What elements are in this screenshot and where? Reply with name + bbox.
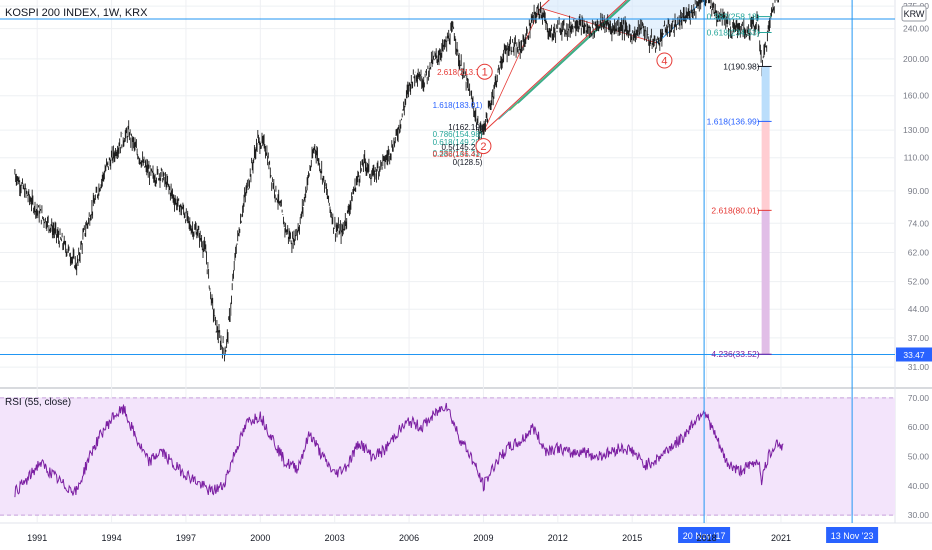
fib-right-label: 1(190.98): [723, 61, 760, 71]
time-tick-label: 2009: [473, 533, 493, 543]
time-tick-label: 2003: [325, 533, 345, 543]
time-tick-label: 2018: [697, 533, 717, 543]
time-tick-label: 2000: [250, 533, 270, 543]
price-tick-label: 62.00: [908, 248, 930, 258]
time-tick-label: 1994: [102, 533, 122, 543]
rsi-series: [14, 402, 784, 498]
date-tag-label: 20 Nov '17: [683, 531, 726, 541]
fib-right-label: 0.382(258.18): [707, 12, 760, 22]
pitchfork-median: [483, 0, 628, 133]
fib-left-label: 1.618(183.01): [433, 101, 483, 110]
wave-marker-label: 1: [482, 67, 488, 79]
pitchfork-inner-line: [509, 0, 630, 111]
wave-marker-circle: [476, 63, 493, 80]
wave-marker-circle: [475, 138, 492, 155]
fib-right-label: 4.236(33.52): [711, 349, 759, 359]
fib-zone-red: [761, 121, 770, 211]
fib-left-label: 1(162.19): [448, 123, 483, 132]
time-tick-label: 1991: [27, 533, 47, 543]
fib-left-label: 0.236(136.41): [433, 150, 483, 159]
price-tick-label: 130.00: [903, 125, 929, 135]
time-tick-label: 2021: [771, 533, 791, 543]
chart-header-title: KOSPI 200 INDEX, 1W, KRX: [5, 7, 148, 19]
wave-marker-label: 2: [480, 141, 486, 153]
price-tick-label: 110.00: [904, 153, 930, 163]
time-tick-label: 2012: [548, 533, 568, 543]
price-tick-label: 160.00: [903, 91, 929, 101]
price-tick-label: 31.00: [908, 362, 930, 372]
currency-badge[interactable]: [901, 5, 927, 22]
rsi-band-fill: [0, 397, 895, 516]
fib-left-label: 0.382(141.33): [433, 149, 483, 158]
fib-right-label: 1.618(136.99): [707, 116, 760, 126]
fib-right-label: 0.618(234.53): [707, 27, 760, 37]
fib-left-label: 0(128.5): [453, 158, 483, 167]
wave-marker-circle: [656, 52, 673, 69]
price-tick-label: 90.00: [908, 186, 930, 196]
rsi-tick-label: 50.00: [908, 452, 930, 462]
pitchfork-inner-line: [498, 0, 629, 120]
fib-left-label: 2.618(213.7): [437, 68, 483, 77]
price-tick-label: 37.00: [908, 333, 930, 343]
price-tick-label: 52.00: [908, 277, 930, 287]
currency-label: KRW: [904, 9, 925, 19]
rsi-tick-label: 30.00: [908, 510, 930, 520]
rsi-tick-label: 70.00: [908, 393, 930, 403]
price-tick-label: 74.00: [908, 218, 930, 228]
fib-zone-purple: [761, 210, 770, 355]
price-tag-label: 33.47: [903, 350, 925, 360]
fib-right-label: 2.618(80.01): [711, 205, 759, 215]
rsi-tick-label: 60.00: [908, 422, 930, 432]
wave-marker-label: 4: [661, 55, 667, 67]
date-tag-bg: [826, 527, 879, 543]
date-tag-label: 13 Nov '23: [831, 531, 874, 541]
rsi-line: [14, 402, 784, 498]
time-tick-label: 2006: [399, 533, 419, 543]
price-series: [14, 0, 779, 362]
price-tag-bg: [896, 347, 932, 362]
rsi-title: RSI (55, close): [5, 397, 71, 408]
fib-left-label: 0.786(154.98): [433, 130, 483, 139]
price-bars: [14, 0, 779, 362]
rsi-band: [0, 397, 895, 516]
date-tag-bg: [678, 527, 731, 543]
price-tick-label: 44.00: [908, 304, 930, 314]
rsi-tick-label: 40.00: [908, 481, 930, 491]
pitchfork-inner-line: [517, 0, 631, 104]
fib-left-label: 0.5(145.28): [442, 143, 483, 152]
time-tick-label: 1997: [176, 533, 196, 543]
time-tick-label: 2015: [622, 533, 642, 543]
fib-zone-blue: [761, 66, 770, 122]
fib-left-label: 0.618(149.28): [433, 138, 483, 147]
price-pane: [0, 0, 895, 386]
price-tick-label: 240.00: [903, 24, 929, 34]
price-tick-label: 200.00: [903, 54, 929, 64]
